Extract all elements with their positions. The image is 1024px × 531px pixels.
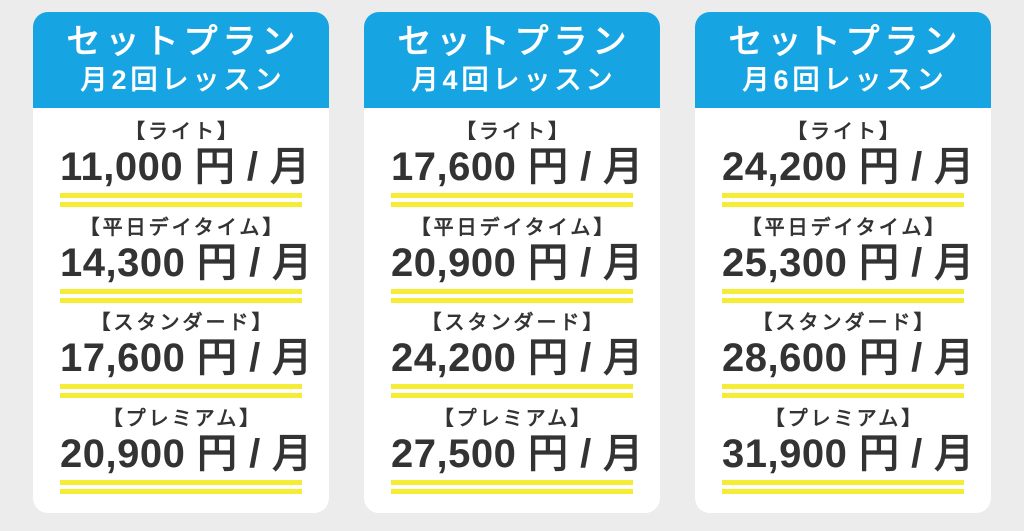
pricing-card-2-lessons: セットプラン 月2回レッスン 【ライト】 11,000 円 / 月 【平日デイタ… [33,12,329,513]
tier-price: 14,300 円 / 月 [60,240,313,285]
tier-price: 25,300 円 / 月 [722,240,975,285]
tier-weekday-daytime: 【平日デイタイム】 25,300 円 / 月 [722,216,975,303]
plan-title: セットプラン [728,23,963,62]
double-underline [722,479,964,494]
tier-price: 17,600 円 / 月 [391,145,644,190]
tier-light: 【ライト】 17,600 円 / 月 [391,121,644,208]
card-header: セットプラン 月2回レッスン [33,12,329,108]
double-underline [60,384,302,399]
double-underline [391,479,633,494]
plan-frequency: 月4回レッスン [411,64,617,95]
plan-frequency: 月2回レッスン [80,64,286,95]
tier-label: 【平日デイタイム】 [741,216,948,239]
tier-label: 【平日デイタイム】 [410,216,617,239]
tier-price: 11,000 円 / 月 [60,145,311,190]
double-underline [60,193,302,208]
tier-weekday-daytime: 【平日デイタイム】 20,900 円 / 月 [391,216,644,303]
tier-light: 【ライト】 11,000 円 / 月 [60,121,311,208]
double-underline [60,288,302,303]
tier-label: 【ライト】 [456,121,571,144]
tier-label: 【プレミアム】 [433,407,594,430]
tier-label: 【スタンダード】 [90,312,275,335]
card-header: セットプラン 月4回レッスン [364,12,660,108]
double-underline [722,193,964,208]
tier-premium: 【プレミアム】 20,900 円 / 月 [60,407,313,494]
tier-label: 【平日デイタイム】 [79,216,286,239]
tier-weekday-daytime: 【平日デイタイム】 14,300 円 / 月 [60,216,313,303]
card-body: 【ライト】 11,000 円 / 月 【平日デイタイム】 14,300 円 / … [33,108,329,513]
plan-frequency: 月6回レッスン [742,64,948,95]
tier-standard: 【スタンダード】 24,200 円 / 月 [391,312,644,399]
tier-premium: 【プレミアム】 27,500 円 / 月 [391,407,644,494]
tier-label: 【プレミアム】 [764,407,925,430]
plan-title: セットプラン [66,23,301,62]
double-underline [391,288,633,303]
tier-label: 【スタンダード】 [421,312,606,335]
tier-price: 28,600 円 / 月 [722,336,975,381]
plan-title: セットプラン [397,23,632,62]
tier-light: 【ライト】 24,200 円 / 月 [722,121,975,208]
tier-label: 【ライト】 [125,121,240,144]
card-body: 【ライト】 17,600 円 / 月 【平日デイタイム】 20,900 円 / … [364,108,660,513]
double-underline [722,384,964,399]
tier-price: 24,200 円 / 月 [391,336,644,381]
tier-price: 20,900 円 / 月 [391,240,644,285]
tier-price: 17,600 円 / 月 [60,336,313,381]
tier-price: 24,200 円 / 月 [722,145,975,190]
tier-standard: 【スタンダード】 28,600 円 / 月 [722,312,975,399]
tier-label: 【プレミアム】 [102,407,263,430]
tier-label: 【ライト】 [787,121,902,144]
card-body: 【ライト】 24,200 円 / 月 【平日デイタイム】 25,300 円 / … [695,108,991,513]
double-underline [722,288,964,303]
pricing-card-6-lessons: セットプラン 月6回レッスン 【ライト】 24,200 円 / 月 【平日デイタ… [695,12,991,513]
card-header: セットプラン 月6回レッスン [695,12,991,108]
tier-price: 20,900 円 / 月 [60,431,313,476]
tier-price: 27,500 円 / 月 [391,431,644,476]
double-underline [60,479,302,494]
tier-standard: 【スタンダード】 17,600 円 / 月 [60,312,313,399]
pricing-card-4-lessons: セットプラン 月4回レッスン 【ライト】 17,600 円 / 月 【平日デイタ… [364,12,660,513]
tier-price: 31,900 円 / 月 [722,431,975,476]
tier-label: 【スタンダード】 [752,312,937,335]
double-underline [391,193,633,208]
tier-premium: 【プレミアム】 31,900 円 / 月 [722,407,975,494]
double-underline [391,384,633,399]
